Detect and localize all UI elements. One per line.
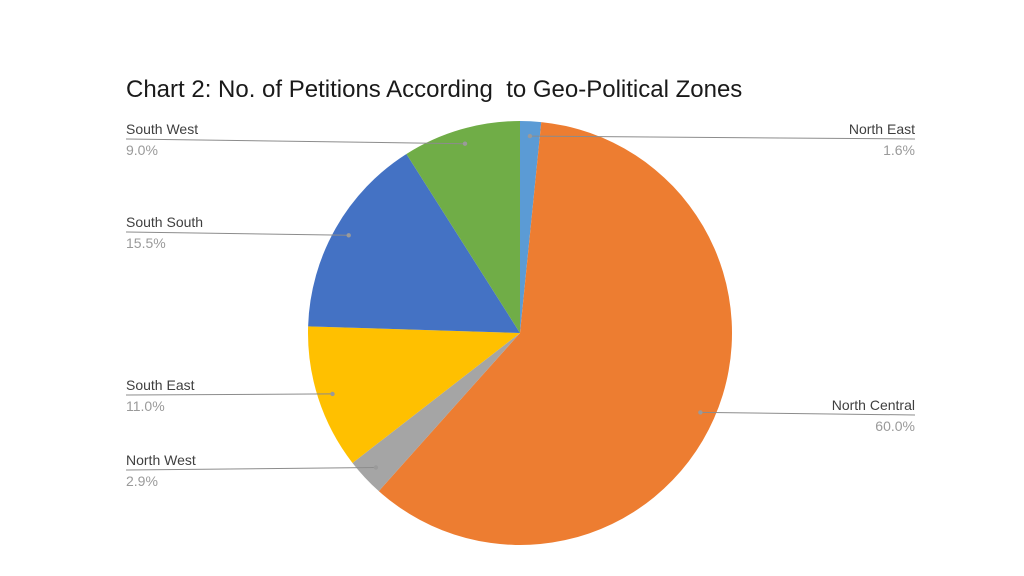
slice-value-north-west: 2.9% (126, 473, 158, 489)
leader-dot-north-west (373, 465, 379, 470)
leader-dot-north-east (527, 133, 533, 139)
slice-value-south-east: 11.0% (126, 398, 165, 414)
slice-north-east (520, 120, 542, 333)
leader-line-south-south (125, 231, 349, 236)
leader-dot-south-south (346, 233, 351, 238)
slice-north-west (352, 333, 520, 492)
slice-label-north-west: North West (126, 452, 196, 468)
slice-label-north-central: North Central (832, 397, 915, 413)
leader-dot-south-west (462, 141, 468, 146)
leader-dot-north-central (698, 410, 703, 415)
slice-value-north-central: 60.0% (875, 418, 915, 434)
slice-label-north-east: North East (849, 121, 915, 137)
slice-value-south-west: 9.0% (126, 142, 158, 158)
slice-value-south-south: 15.5% (126, 235, 166, 251)
slice-south-west (406, 121, 520, 333)
slice-label-south-west: South West (126, 121, 198, 137)
slice-labels: North East 1.6% North Central 60.0% North We… (126, 121, 915, 489)
slice-label-south-east: South East (126, 377, 195, 393)
slice-north-central (378, 122, 733, 545)
leader-line-north-east (529, 135, 916, 140)
leader-lines (125, 133, 916, 471)
leader-line-north-west (125, 467, 376, 471)
chart-title: Chart 2: No. of Petitions According to G… (126, 76, 742, 103)
slice-value-north-east: 1.6% (883, 142, 915, 158)
slice-south-east (307, 326, 520, 463)
leader-line-south-west (125, 138, 466, 145)
leader-dot-south-east (330, 391, 335, 397)
slice-south-south (308, 154, 520, 333)
leader-line-south-east (125, 393, 333, 396)
leader-line-north-central (700, 411, 916, 416)
pie-slices (307, 120, 733, 545)
slice-label-south-south: South South (126, 214, 203, 230)
